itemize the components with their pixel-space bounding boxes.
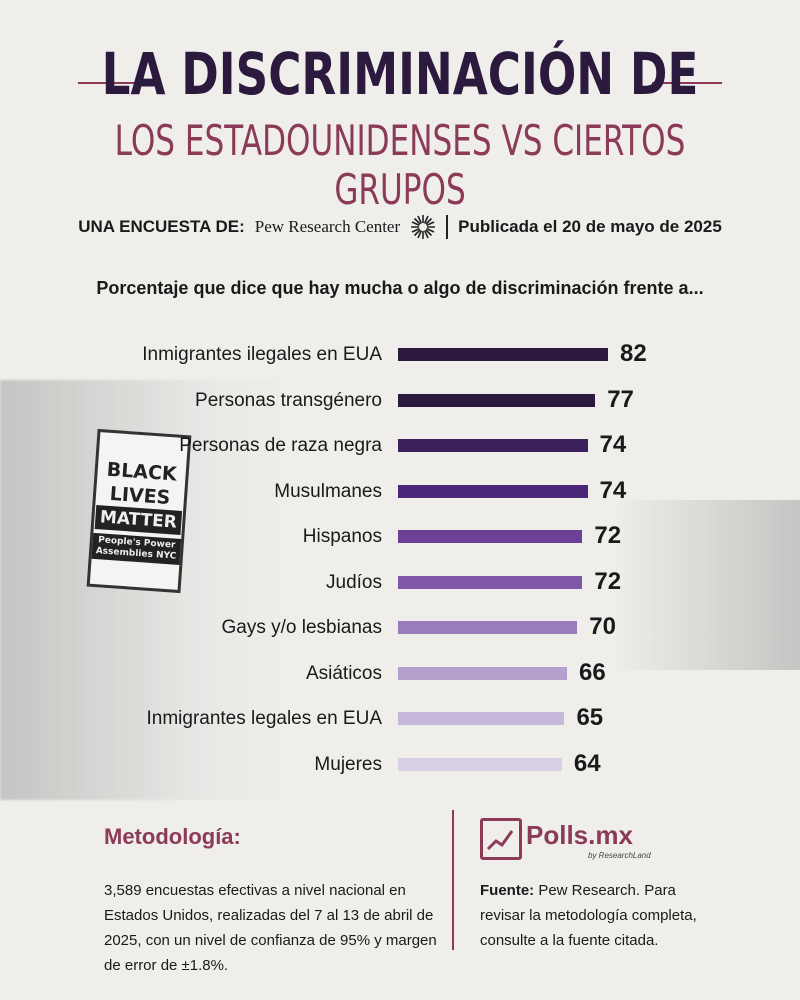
bar-value-label: 82 [620,340,647,367]
bar [398,621,578,634]
bar [398,666,568,680]
bar-label: Inmigrantes legales en EUA [146,708,382,729]
polls-logo-icon [480,818,522,860]
survey-divider [446,215,449,239]
survey-prefix: UNA ENCUESTA DE: [78,217,245,236]
title-decoration-left [78,82,148,84]
survey-published: Publicada el 20 de mayo de 2025 [458,217,722,236]
bar-row: Personas transgénero 77 [0,384,800,418]
bar-label: Musulmanes [274,480,382,502]
bar [398,484,588,498]
methodology-text: 3,589 encuestas efectivas a nivel nacion… [104,882,437,974]
brand-tagline: by ResearchLand [588,851,651,860]
bar [398,393,596,407]
source-body: Pew Research. Para revisar la metodologí… [480,882,697,949]
bar [398,757,562,771]
bar-value-label: 74 [599,476,627,504]
background-crowd-photo [610,500,800,670]
bar-value-label: 64 [573,749,601,777]
source-text: Fuente: Pew Research. Para revisar la me… [480,878,720,953]
bar-label: Hispanos [302,526,382,547]
bar-label: Personas de raza negra [179,435,382,456]
bar-row: Asiáticos 66 [0,657,800,691]
brand-name: Polls.mx [526,820,633,850]
source-label: Fuente: [480,882,535,899]
bar-value-label: 74 [599,431,627,458]
footer-divider [452,810,454,950]
bar-label: Personas transgénero [195,389,382,411]
bar-label: Gays y/o lesbianas [221,617,382,638]
page-subtitle: LOS ESTADOUNIDENSES VS CIERTOS GRUPOS [114,116,686,214]
bar-row: Personas de raza negra 74 [0,429,800,463]
survey-org: Pew Research Center [254,217,401,236]
page-title: LA DISCRIMINACIÓN DE [101,40,699,108]
bar-label: Inmigrantes ilegales en EUA [142,344,382,365]
bar-row: Gays y/o lesbianas 70 [0,611,800,645]
bar-label: Mujeres [314,753,382,775]
bar-row: Inmigrantes legales en EUA 65 [0,702,800,736]
bar [398,348,608,361]
bar [398,712,565,725]
methodology-title: Metodología: [104,824,241,849]
bar [398,530,583,543]
chart-title: Porcentaje que dice que hay mucha o algo… [96,278,704,298]
survey-info: UNA ENCUESTA DE: Pew Research Center Pub… [0,214,800,240]
bar [398,575,583,589]
bar-value-label: 77 [607,385,634,413]
bar-value-label: 66 [579,658,606,686]
bar-value-label: 72 [594,522,622,549]
bar-row: Inmigrantes ilegales en EUA 82 [0,338,800,372]
bar-row: Hispanos 72 [0,520,800,554]
pew-logo-icon [411,215,436,239]
bar-row: Judíos 72 [0,566,800,600]
bar-row: Musulmanes 74 [0,475,800,509]
bar-value-label: 72 [594,567,622,595]
bar-value-label: 70 [589,613,616,640]
bar [398,439,588,452]
bar-value-label: 65 [576,704,604,731]
title-decoration-right [652,82,722,84]
bar-label: Judíos [326,571,382,593]
bar-label: Asiáticos [305,662,382,684]
bar-row: Mujeres 64 [0,748,800,782]
